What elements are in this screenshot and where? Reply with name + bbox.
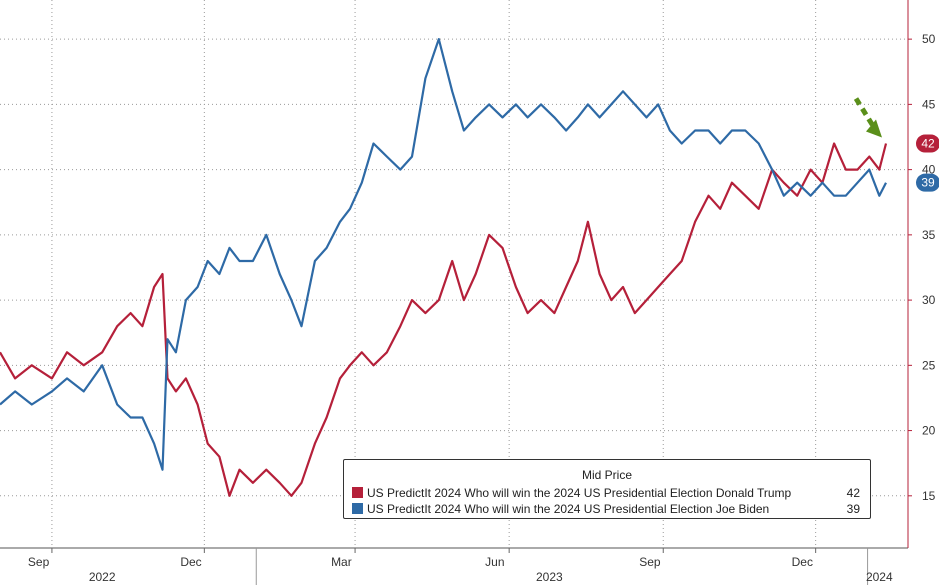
x-tick-label: Dec [792,555,813,569]
x-tick-label: Sep [28,555,50,569]
end-label-value: 39 [921,176,935,190]
y-tick-label: 45 [922,97,936,111]
legend-label-biden: US PredictIt 2024 Who will win the 2024 … [367,502,770,516]
arrow-line [853,97,877,129]
y-axis-ticks: 15 20 25 30 35 40 45 50 [908,32,936,503]
y-tick-label: 15 [922,489,936,503]
annotations: 42 39 [853,97,939,192]
x-tick-label: Jun [485,555,504,569]
y-tick-label: 30 [922,293,936,307]
series-line-biden [0,37,887,471]
legend-entry-biden: US PredictIt 2024 Who will win the 2024 … [352,502,862,517]
legend-swatch-biden [352,503,363,514]
y-tick-label: 40 [922,163,936,177]
end-label-pill [916,134,939,153]
x-tick-label: Mar [331,555,352,569]
legend: Mid Price US PredictIt 2024 Who will win… [343,459,871,519]
series-line-trump [0,142,888,497]
legend-value-biden: 39 [846,502,860,516]
year-label: 2024 [866,570,893,584]
year-label: 2022 [89,570,116,584]
legend-label-trump: US PredictIt 2024 Who will win the 2024 … [367,486,792,500]
x-axis-ticks: Sep Dec Mar Jun Sep Dec 2022 2023 2024 [28,548,893,585]
x-tick-label: Sep [639,555,661,569]
arrow-head-icon [866,119,882,138]
y-tick-label: 20 [922,424,936,438]
year-label: 2023 [536,570,563,584]
end-label-pill [916,173,939,192]
end-label-value: 42 [921,137,935,151]
y-tick-label: 35 [922,228,936,242]
y-tick-label: 25 [922,358,936,372]
legend-entry-trump: US PredictIt 2024 Who will win the 2024 … [352,486,862,501]
legend-title: Mid Price [581,468,632,482]
legend-value-trump: 42 [846,486,860,500]
series-lines [0,37,888,497]
legend-swatch-trump [352,487,363,498]
y-tick-label: 50 [922,32,936,46]
x-tick-label: Dec [180,555,201,569]
grid-lines [0,0,908,548]
axes [0,0,909,549]
